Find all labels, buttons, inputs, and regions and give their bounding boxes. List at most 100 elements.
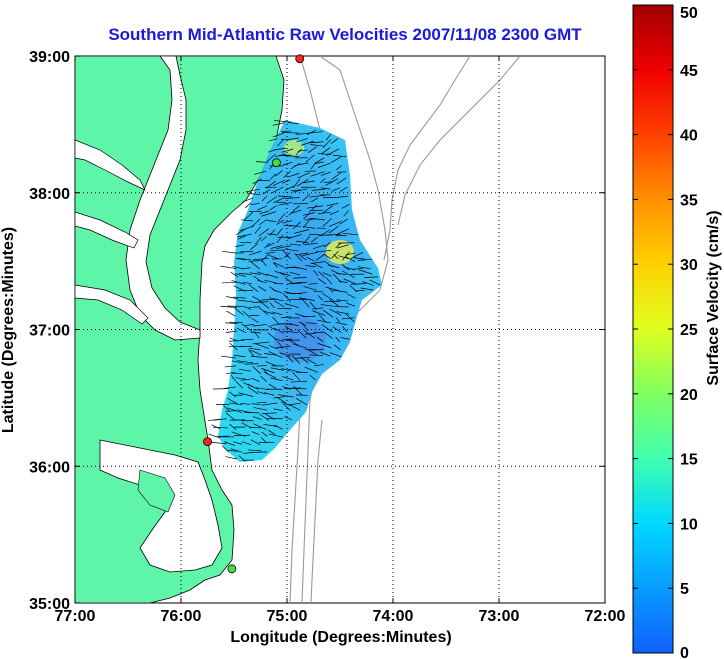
velocity-vector [213, 418, 227, 421]
velocity-vector [291, 282, 308, 285]
velocity-vector [247, 386, 259, 395]
velocity-vector [259, 413, 270, 421]
velocity-vector [223, 405, 230, 412]
velocity-vector [288, 122, 299, 125]
velocity-vector [258, 300, 270, 309]
velocity-vector [268, 429, 276, 435]
velocity-vector [297, 329, 307, 339]
velocity-vector [362, 281, 374, 286]
velocity-vector [336, 311, 350, 315]
velocity-vector [235, 244, 245, 247]
velocity-vector [249, 272, 261, 275]
velocity-vector [264, 353, 278, 356]
colorbar-tick-label: 5 [680, 581, 689, 598]
velocity-vector [273, 396, 286, 399]
velocity-vector [225, 322, 238, 324]
grid-lines [75, 56, 605, 603]
velocity-vector [276, 219, 284, 225]
velocity-vector [261, 236, 267, 242]
velocity-vector [261, 431, 268, 437]
velocity-vector [320, 187, 331, 190]
velocity-vector [301, 321, 309, 332]
velocity-vector [226, 296, 239, 300]
x-axis-label: Longitude (Degrees:Minutes) [230, 629, 451, 646]
velocity-vector [264, 242, 271, 249]
velocity-vector [287, 172, 300, 178]
velocity-vector [264, 279, 277, 284]
velocity-vector [353, 257, 365, 260]
velocity-vector [295, 133, 310, 135]
velocity-vector [330, 137, 339, 144]
velocity-vector [250, 439, 261, 446]
velocity-vector [267, 325, 277, 331]
velocity-vector [295, 356, 310, 359]
velocity-vector [251, 218, 261, 228]
velocity-vector [257, 179, 270, 182]
velocity-vector [325, 277, 333, 285]
velocity-vector [247, 193, 261, 195]
velocity-vector [322, 272, 332, 277]
velocity-vector [307, 349, 318, 356]
velocity-vector [306, 205, 324, 209]
velocity-vector [324, 332, 333, 339]
velocity-vector [350, 283, 366, 285]
velocity-vector [282, 338, 293, 341]
velocity-vector [299, 297, 316, 301]
velocity-vector [297, 149, 308, 152]
velocity-vector [317, 211, 332, 215]
velocity-vector [319, 178, 326, 184]
velocity-vector [324, 242, 331, 248]
velocity-vector [311, 188, 326, 191]
velocity-vector [299, 254, 307, 261]
velocity-vector [261, 367, 275, 374]
velocity-vector [309, 194, 326, 198]
velocity-vector [288, 402, 301, 406]
velocity-vector [233, 354, 246, 358]
velocity-vector [318, 271, 326, 278]
velocity-vector [231, 372, 243, 375]
velocity-vector [302, 235, 311, 245]
colorbar-tick-label: 0 [680, 645, 689, 659]
velocity-vector [291, 209, 302, 214]
colorbar [632, 4, 674, 654]
velocity-vector [270, 367, 284, 371]
velocity-vector [312, 262, 323, 269]
velocity-vector [317, 278, 327, 285]
velocity-vector [283, 416, 293, 421]
velocity-vector [325, 133, 332, 141]
velocity-vector [261, 259, 267, 267]
velocity-vector [241, 219, 253, 222]
velocity-vector [308, 282, 318, 285]
velocity-vector [304, 366, 318, 373]
velocity-vector [307, 146, 317, 153]
velocity-vector [267, 233, 278, 236]
velocity-vector [257, 271, 268, 276]
velocity-vector [260, 253, 270, 262]
velocity-vector [316, 336, 324, 342]
velocity-vector [233, 441, 243, 445]
velocity-vector [260, 437, 267, 444]
velocity-vector [302, 226, 316, 229]
velocity-vector [281, 130, 292, 132]
station-marker [203, 437, 212, 447]
velocity-vector [342, 270, 355, 278]
station-marker [271, 158, 281, 168]
velocity-vector [252, 178, 262, 185]
velocity-vector [305, 154, 315, 163]
velocity-vector [293, 292, 307, 295]
velocity-vector [229, 423, 237, 431]
velocity-vector [249, 250, 262, 256]
velocity-vector [261, 402, 278, 406]
velocity-vector [222, 282, 237, 284]
velocity-vector [235, 377, 246, 380]
velocity-vector [234, 273, 247, 277]
velocity-vector [296, 240, 309, 244]
velocity-vector [321, 292, 334, 301]
velocity-vector [230, 375, 236, 382]
velocity-vector [284, 277, 293, 284]
velocity-vector [228, 339, 244, 342]
velocity-vector [324, 254, 331, 259]
velocity-vector [291, 354, 301, 365]
velocity-vector [238, 392, 254, 397]
velocity-vector [268, 383, 277, 390]
